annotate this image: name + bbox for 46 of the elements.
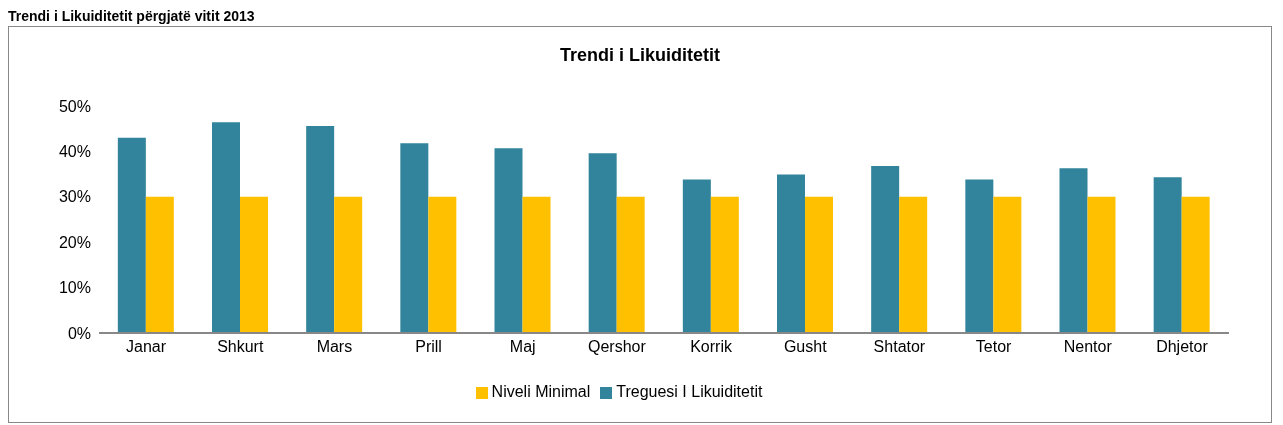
bar [522, 196, 551, 333]
x-tick-label: Gusht [783, 338, 828, 356]
x-tick-label: Mars [316, 338, 353, 356]
bar [334, 196, 363, 333]
bar [616, 196, 645, 333]
bar [306, 125, 335, 333]
text: Trendi i Likuiditetit përgjatë vitit 2013 [8, 8, 256, 26]
bar [993, 196, 1022, 333]
bar [1087, 196, 1116, 333]
chart-title: Trendi i Likuiditetit [559, 45, 721, 66]
bar [1059, 168, 1088, 333]
y-tick-label: 50% [58, 97, 91, 115]
y-tick-label: 30% [58, 188, 91, 206]
y-tick-label: 0% [67, 324, 91, 342]
bar [805, 196, 833, 333]
bar [777, 174, 805, 333]
y-tick-label: 40% [58, 143, 91, 161]
x-tick-label: Dhjetor [1156, 338, 1209, 356]
y-tick-label: 20% [58, 233, 91, 251]
legend-label: Treguesi I Likuiditetit [616, 383, 763, 400]
bar [117, 137, 146, 333]
x-tick-label: Prill [415, 338, 442, 356]
x-tick-label: Korrik [690, 338, 733, 356]
bar [212, 122, 240, 333]
bar [400, 143, 429, 333]
bar [494, 148, 523, 333]
x-tick-label: Tetor [975, 338, 1013, 356]
x-tick-label: Shtator [873, 338, 926, 356]
bar [1153, 177, 1182, 333]
x-tick-label: Janar [126, 338, 167, 356]
bar [588, 153, 617, 333]
x-tick-label: Shkurt [217, 338, 264, 356]
bar [428, 196, 457, 333]
x-tick-label: Nentor [1063, 338, 1113, 356]
bar [899, 196, 928, 333]
bar [871, 165, 900, 333]
x-tick-label: Maj [509, 338, 536, 356]
bar [682, 179, 711, 333]
bar [710, 196, 739, 333]
bar [1181, 196, 1210, 333]
y-tick-label: 10% [58, 279, 91, 297]
bar [240, 196, 268, 333]
x-tick-label: Qershor [588, 338, 647, 356]
bar [145, 196, 174, 333]
legend-label: Niveli Minimal [491, 383, 591, 400]
bar [965, 179, 994, 333]
